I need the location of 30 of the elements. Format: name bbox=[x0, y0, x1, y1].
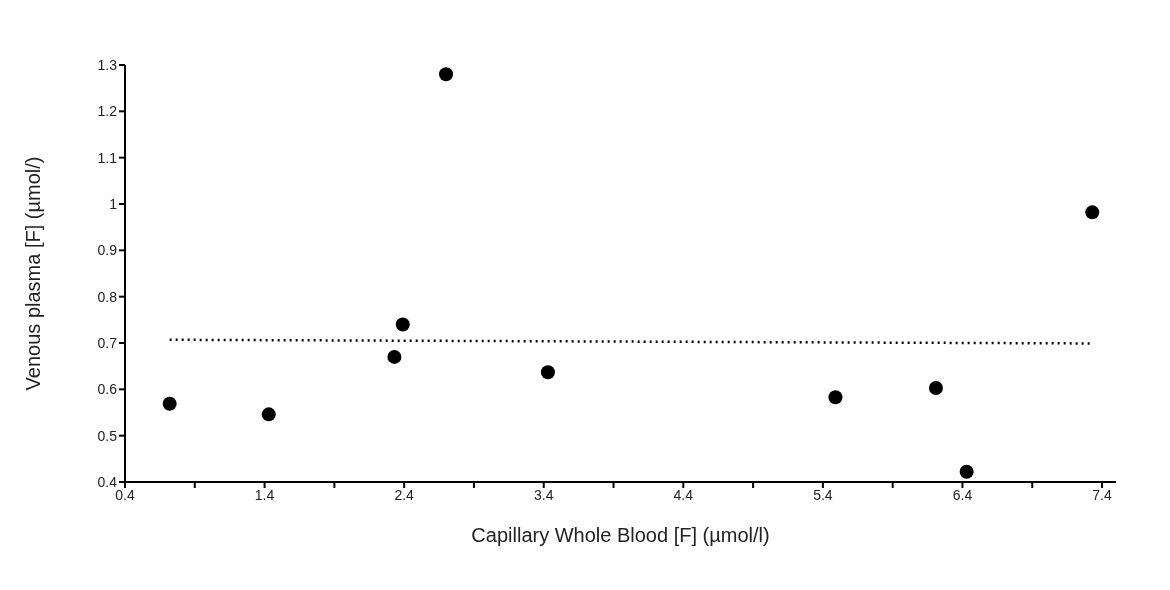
point bbox=[959, 464, 974, 479]
point bbox=[928, 380, 943, 395]
point bbox=[261, 407, 276, 422]
y-tick-label: 0.6 bbox=[97, 381, 118, 398]
y-tick-label: 0.7 bbox=[97, 334, 118, 351]
point bbox=[1085, 205, 1100, 220]
point bbox=[439, 67, 454, 82]
point bbox=[162, 396, 177, 411]
point bbox=[828, 390, 843, 405]
point bbox=[540, 365, 555, 380]
y-axis-title: Venous plasma [F] (µmol/) bbox=[22, 156, 45, 391]
x-tick-label: 4.4 bbox=[673, 486, 694, 503]
y-tick-label: 1.1 bbox=[97, 149, 118, 166]
x-tick-label: 5.4 bbox=[813, 486, 833, 503]
y-tick-label: 1.3 bbox=[97, 56, 118, 73]
x-tick-label: 6.4 bbox=[952, 486, 973, 503]
y-tick-label: 0.5 bbox=[97, 427, 118, 444]
x-tick-label: 2.4 bbox=[394, 486, 415, 503]
x-tick-label: 1.4 bbox=[254, 486, 275, 503]
x-tick-label: 7.4 bbox=[1092, 486, 1112, 503]
x-tick-label: 3.4 bbox=[534, 486, 554, 503]
x-axis-title: Capillary Whole Blood [F] (µmol/l) bbox=[471, 524, 770, 546]
point bbox=[395, 317, 410, 332]
y-tick-label: 1 bbox=[109, 195, 118, 212]
y-tick-label: 0.4 bbox=[97, 473, 118, 490]
point bbox=[387, 349, 402, 364]
y-tick-label: 0.8 bbox=[97, 288, 118, 305]
x-tick-label: 0.4 bbox=[115, 486, 135, 503]
y-tick-label: 0.9 bbox=[97, 242, 118, 259]
y-tick-label: 1.2 bbox=[97, 103, 118, 120]
